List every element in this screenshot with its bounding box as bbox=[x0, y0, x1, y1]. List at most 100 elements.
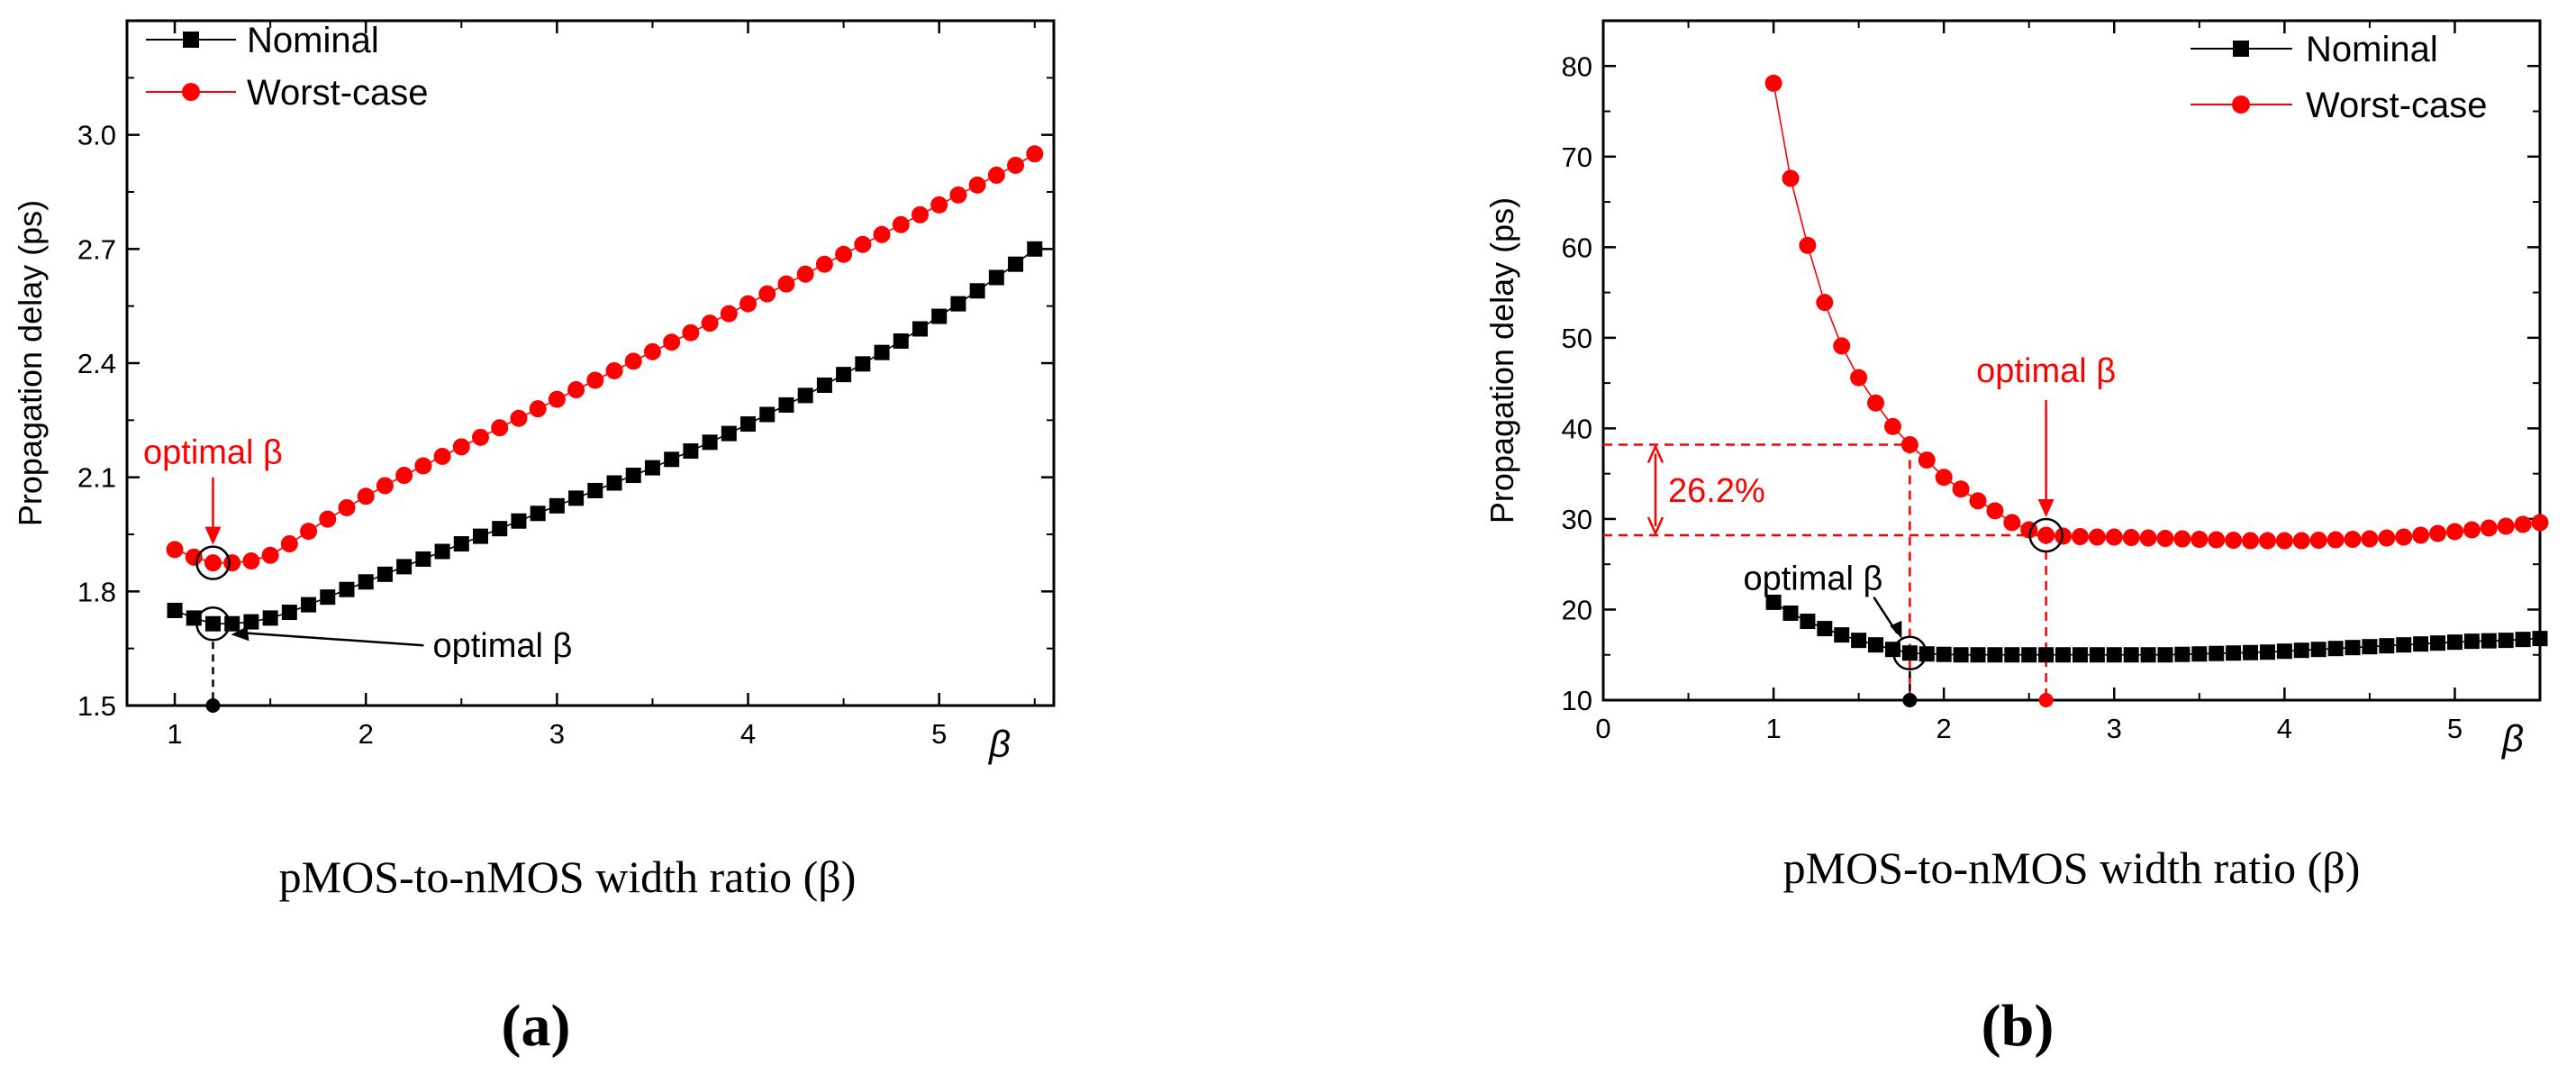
x-tick-label-a: 2 bbox=[358, 718, 374, 750]
data-point-nominal-a bbox=[664, 451, 680, 468]
data-point-nominal-a bbox=[530, 506, 546, 522]
x-tick-label-a: 1 bbox=[167, 718, 182, 750]
data-point-worst-case-a bbox=[624, 352, 642, 370]
data-point-nominal-a bbox=[358, 574, 374, 590]
y-tick-label-a: 2.4 bbox=[77, 348, 116, 379]
x-tick-label-b: 5 bbox=[2447, 713, 2463, 744]
y-tick-label-b: 60 bbox=[1562, 232, 1592, 263]
y-tick-label-a: 3.0 bbox=[77, 120, 116, 151]
data-point-worst-case-b bbox=[1935, 469, 1953, 487]
y-tick-label-a: 1.8 bbox=[77, 576, 116, 607]
data-point-worst-case-b bbox=[1986, 502, 2004, 520]
data-point-nominal-b bbox=[2089, 647, 2105, 663]
annotations-layer-a: optimal β optimal β bbox=[143, 434, 572, 666]
data-point-nominal-b bbox=[2072, 647, 2088, 663]
legend-marker-nominal-a bbox=[183, 32, 199, 48]
y-tick-label-a: 2.1 bbox=[77, 462, 116, 494]
data-point-nominal-a bbox=[204, 615, 221, 632]
panel-label-a: (a) bbox=[502, 993, 571, 1059]
legend-marker-worst-a bbox=[182, 83, 200, 101]
data-point-worst-case-a bbox=[930, 196, 948, 214]
y-axis-title-b: Propagation delay (ps) bbox=[1483, 197, 1520, 524]
data-point-nominal-b bbox=[2021, 647, 2037, 663]
data-point-nominal-a bbox=[281, 605, 297, 621]
data-point-worst-case-a bbox=[548, 390, 566, 408]
data-point-worst-case-a bbox=[796, 265, 814, 283]
data-point-worst-case-b bbox=[2003, 514, 2021, 532]
data-point-worst-case-b bbox=[2378, 529, 2396, 547]
data-point-nominal-b bbox=[2226, 645, 2242, 661]
data-point-nominal-a bbox=[606, 475, 622, 491]
data-point-worst-case-a bbox=[911, 205, 929, 223]
data-point-nominal-b bbox=[2446, 634, 2463, 651]
data-point-nominal-b bbox=[2481, 633, 2497, 649]
data-point-worst-case-a bbox=[854, 235, 872, 253]
data-point-worst-case-a bbox=[472, 428, 490, 446]
data-point-nominal-b bbox=[1953, 647, 1969, 663]
data-point-worst-case-b bbox=[2191, 531, 2209, 549]
data-point-worst-case-a bbox=[185, 548, 203, 566]
data-point-nominal-a bbox=[549, 497, 565, 514]
annotation-optimal-nominal-b: optimal β bbox=[1743, 560, 1882, 598]
series-line-nominal-a bbox=[174, 248, 1036, 625]
data-point-worst-case-a bbox=[261, 546, 279, 564]
data-point-nominal-b bbox=[2259, 644, 2275, 660]
data-point-worst-case-b bbox=[1816, 294, 1834, 312]
data-point-worst-case-a bbox=[1026, 145, 1044, 163]
data-point-worst-case-a bbox=[414, 457, 432, 475]
data-point-worst-case-b bbox=[2531, 514, 2549, 532]
data-point-nominal-b bbox=[2191, 646, 2208, 662]
plot-frame-a bbox=[125, 19, 1056, 707]
data-point-nominal-b bbox=[1834, 627, 1850, 643]
data-point-worst-case-b bbox=[2429, 524, 2447, 542]
data-point-worst-case-b bbox=[2242, 532, 2260, 550]
data-point-nominal-a bbox=[243, 614, 259, 630]
data-point-nominal-a bbox=[988, 269, 1004, 286]
data-point-nominal-a bbox=[969, 283, 985, 299]
optimal-x-marker-a bbox=[205, 698, 221, 713]
data-point-worst-case-b bbox=[2225, 532, 2243, 550]
data-point-nominal-b bbox=[2038, 647, 2054, 663]
data-point-nominal-b bbox=[1800, 614, 1816, 630]
data-point-worst-case-a bbox=[395, 467, 413, 485]
data-point-nominal-b bbox=[2243, 644, 2259, 660]
x-tick-label-a: 5 bbox=[931, 718, 947, 750]
data-point-worst-case-a bbox=[701, 314, 719, 332]
series-layer-a bbox=[166, 145, 1044, 632]
data-point-worst-case-a bbox=[1007, 156, 1025, 174]
annotation-arrowhead-nominal-a bbox=[231, 626, 249, 642]
data-point-worst-case-a bbox=[376, 477, 394, 495]
annotations-layer-b: 26.2% optimal β optimal β bbox=[1646, 352, 2116, 670]
beta-axis-label-a: β bbox=[987, 723, 1011, 765]
legend-b: Nominal Worst-case bbox=[2191, 30, 2488, 125]
data-point-nominal-a bbox=[893, 333, 909, 350]
annotation-optimal-worst-b: optimal β bbox=[1976, 352, 2116, 390]
data-point-worst-case-b bbox=[2497, 517, 2515, 535]
data-point-nominal-a bbox=[262, 610, 278, 626]
x-tick-label-a: 3 bbox=[549, 718, 565, 750]
data-point-worst-case-b bbox=[1883, 417, 1901, 435]
data-point-worst-case-b bbox=[2037, 526, 2055, 544]
data-point-worst-case-b bbox=[1764, 74, 1782, 92]
data-point-worst-case-a bbox=[643, 342, 661, 360]
y-tick-label-b: 20 bbox=[1562, 594, 1592, 625]
data-point-nominal-a bbox=[797, 387, 813, 404]
data-point-nominal-b bbox=[2532, 631, 2548, 647]
data-point-nominal-a bbox=[376, 566, 393, 582]
beta-axis-label-b: β bbox=[2500, 717, 2524, 760]
x-axis-caption-a: pMOS-to-nMOS width ratio (β) bbox=[279, 852, 857, 902]
data-point-worst-case-b bbox=[2361, 530, 2379, 548]
data-point-nominal-b bbox=[2157, 647, 2173, 663]
highlight-circle-nominal-b bbox=[1892, 635, 1927, 670]
percent-arrowhead-bottom-b bbox=[1646, 516, 1664, 537]
optimal-x-marker-nominal-b bbox=[1902, 693, 1918, 707]
data-point-worst-case-a bbox=[815, 255, 833, 273]
highlight-circle-worst-b bbox=[2028, 517, 2064, 553]
data-point-nominal-b bbox=[2055, 647, 2072, 663]
series-line-nominal-b bbox=[1773, 601, 2541, 656]
annotation-arrowhead-nominal-b bbox=[1890, 620, 1902, 639]
data-point-worst-case-a bbox=[338, 498, 356, 516]
data-point-worst-case-b bbox=[2344, 531, 2362, 549]
data-point-worst-case-a bbox=[873, 225, 891, 243]
